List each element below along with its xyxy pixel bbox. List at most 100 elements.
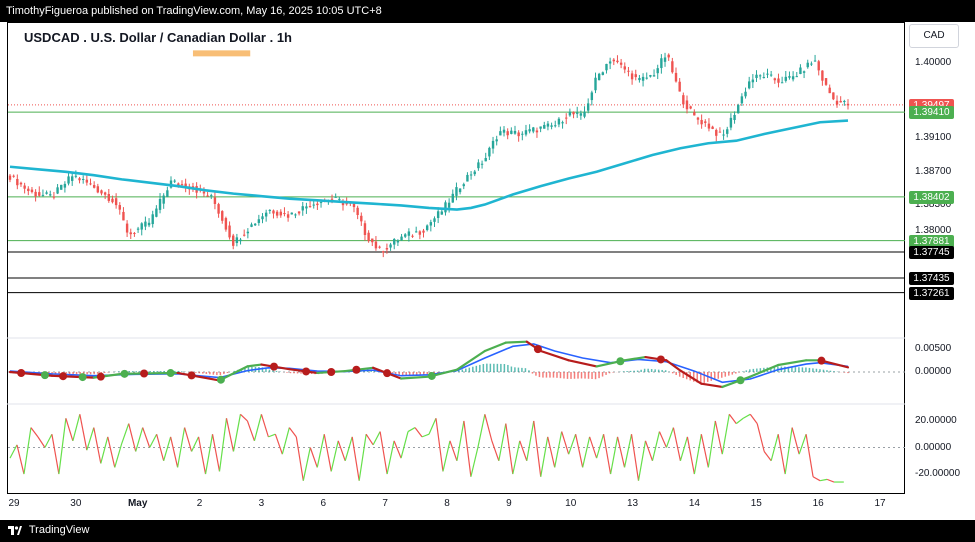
currency-button[interactable]: CAD (909, 24, 959, 48)
candle-body (565, 117, 568, 119)
candle-body (305, 206, 308, 209)
candle-body (173, 180, 176, 182)
candle-body (813, 60, 817, 62)
macd-tick-label: 0.00000 (915, 366, 952, 377)
candle-body (162, 195, 165, 204)
macd-line-segment (749, 363, 780, 378)
candle-body (34, 191, 37, 197)
oscillator-segment (72, 414, 81, 442)
oscillator-segment (568, 434, 577, 455)
oscillator-segment (728, 413, 737, 424)
oscillator-segment (44, 433, 53, 448)
candle-body (404, 234, 407, 237)
macd-line-segment (455, 349, 486, 371)
candle-body (795, 76, 798, 78)
candle-body (780, 82, 784, 84)
candle-body (341, 201, 345, 206)
macd-line-segment (246, 363, 263, 368)
candle-body (619, 62, 623, 65)
chart-frame (7, 22, 905, 494)
publisher-text: TimothyFigueroa published on TradingView… (6, 5, 382, 17)
oscillator-segment (58, 418, 67, 475)
oscillator-segment (819, 478, 828, 482)
candle-body (726, 129, 729, 134)
oscillator-segment (665, 427, 674, 448)
candle-body (264, 212, 268, 217)
oscillator-segment (204, 434, 214, 475)
candle-body (491, 140, 495, 149)
price-tick-label: 1.38300 (915, 199, 952, 211)
oscillator-segment (651, 431, 661, 461)
osc-tick-label: 20.00000 (915, 414, 957, 426)
oscillator-segment (30, 427, 39, 438)
brand-label: TradingView (28, 524, 90, 536)
oscillator-segment (623, 434, 633, 468)
candle-body (594, 77, 597, 91)
oscillator-segment (547, 436, 556, 468)
oscillator-segment (693, 434, 702, 475)
macd-cross-marker (269, 362, 278, 371)
oscillator-segment (170, 436, 179, 468)
candle-body (802, 71, 806, 73)
publisher-bar: TimothyFigueroa published on TradingView… (0, 0, 975, 22)
candle-body (400, 236, 403, 241)
oscillator-segment (253, 414, 262, 442)
time-tick-label: 10 (565, 498, 577, 509)
candle-body (656, 68, 659, 74)
candle-body (634, 74, 637, 78)
candle-body (257, 219, 261, 223)
candle-body (499, 131, 502, 136)
candle-body (608, 61, 612, 64)
candle-body (682, 95, 685, 105)
candle-body (89, 183, 92, 185)
candle-body (272, 210, 275, 214)
candle-body (484, 158, 487, 162)
candle-body (773, 78, 777, 81)
macd-signal-line (9, 343, 849, 384)
candle-body (521, 133, 524, 135)
candle-body (689, 106, 692, 109)
oscillator-segment (344, 436, 353, 461)
macd-cross-marker (533, 345, 542, 354)
candle-body (23, 185, 26, 189)
oscillator-segment (316, 434, 325, 468)
candle-body (466, 174, 469, 182)
candle-body (371, 238, 374, 243)
candle-body (360, 215, 363, 222)
oscillator-segment (575, 434, 584, 468)
candle-body (316, 203, 319, 206)
candle-body (744, 91, 747, 97)
macd-line-segment (539, 349, 570, 362)
oscillator-segment (763, 451, 772, 462)
candle-body (363, 223, 367, 235)
candle-body (733, 114, 736, 121)
macd-line-segment (504, 340, 528, 344)
candle-body (543, 124, 546, 129)
candle-body (436, 211, 440, 218)
candle-body (356, 207, 359, 215)
candle-body (685, 100, 689, 110)
candle-body (652, 75, 656, 77)
candle-body (799, 67, 802, 75)
candle-body (623, 66, 626, 70)
candle-body (762, 77, 766, 79)
candle-body (158, 198, 162, 210)
candle-body (246, 231, 250, 234)
oscillator-segment (526, 420, 535, 461)
oscillator-segment (777, 434, 786, 475)
tradingview-brand[interactable]: TradingView (8, 524, 89, 536)
footer-bar: TradingView (0, 520, 975, 542)
candle-body (539, 126, 542, 129)
macd-line-segment (777, 359, 808, 367)
candle-body (751, 79, 755, 83)
oscillator-segment (435, 418, 444, 472)
level-price-tag: 1.37881 (909, 234, 954, 248)
candle-body (769, 74, 773, 76)
candle-body (41, 194, 45, 196)
candle-body (422, 230, 425, 233)
oscillator-segment (644, 440, 654, 461)
candle-body (111, 198, 114, 203)
candle-body (766, 73, 769, 75)
candle-body (605, 63, 608, 71)
oscillator-segment (197, 436, 207, 475)
